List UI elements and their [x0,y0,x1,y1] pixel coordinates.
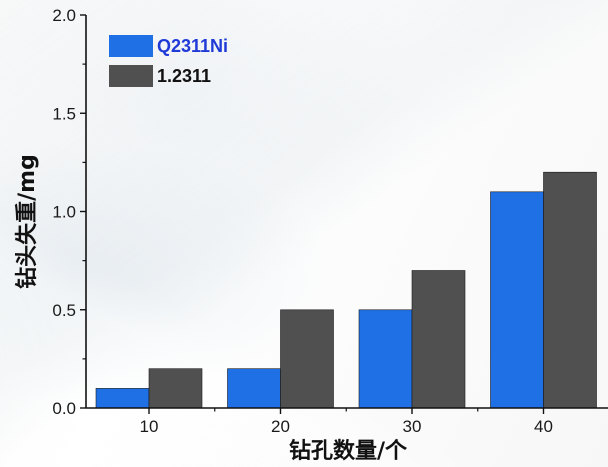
bar-Q2311Ni-30 [358,309,413,409]
bar-1.2311-30 [411,270,466,409]
legend: Q2311Ni 1.2311 [109,35,228,87]
y-tick-label: 0.5 [52,301,76,320]
y-tick-label: 0.0 [52,399,76,418]
bar-Q2311Ni-10 [95,388,150,409]
y-tick-label: 1.5 [52,104,76,123]
ticks-group: 0.0 0.5 1.0 1.5 2.0 10 20 30 40 [52,6,553,436]
y-axis-title: 钻头失重/mg [14,154,40,289]
x-axis-title: 钻孔数量/个 [289,438,408,464]
x-tick-label: 20 [271,417,290,436]
bar-1.2311-20 [280,309,334,409]
bar-Q2311Ni-20 [227,368,281,409]
x-tick-label: 30 [403,417,422,436]
legend-swatch-Q2311Ni [109,35,153,57]
bar-1.2311-40 [543,171,597,409]
y-tick-label: 2.0 [52,6,76,25]
x-tick-label: 10 [140,417,159,436]
legend-label-Q2311Ni: Q2311Ni [157,36,228,56]
bar-1.2311-10 [148,368,203,409]
y-tick-label: 1.0 [52,203,76,222]
bars-group [95,171,597,409]
bar-Q2311Ni-40 [490,191,544,409]
legend-label-1.2311: 1.2311 [157,66,211,86]
legend-swatch-1.2311 [109,65,153,87]
x-tick-label: 40 [534,417,553,436]
